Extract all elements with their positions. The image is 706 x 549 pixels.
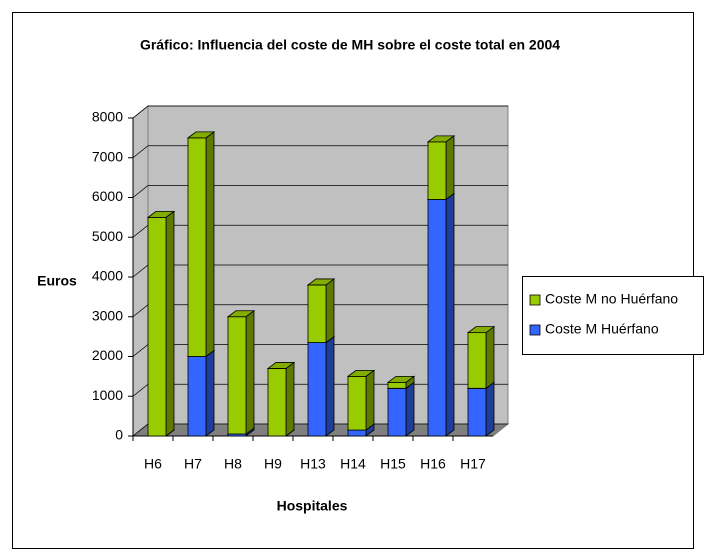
bar-side (205, 349, 215, 437)
bar-side (325, 278, 335, 344)
bar-top (266, 362, 296, 369)
bar-top (146, 210, 176, 218)
y-tick-label: 3000 (92, 307, 123, 323)
x-tick-label: H17 (460, 456, 486, 472)
x-tick-label: H15 (380, 456, 406, 472)
bar (387, 387, 407, 437)
bar (307, 342, 327, 437)
y-tick-label: 0 (115, 427, 123, 443)
y-tick-label: 4000 (92, 268, 123, 284)
y-axis-label: Euros (37, 273, 77, 289)
bar-top (186, 131, 216, 139)
bar (427, 141, 447, 200)
x-tick-label: H14 (340, 456, 366, 472)
y-tick-label: 5000 (92, 228, 123, 244)
y-tick-label: 8000 (92, 109, 123, 125)
bar (147, 216, 167, 437)
x-axis-label: Hospitales (277, 498, 348, 514)
bar (347, 375, 367, 431)
grid-line (132, 105, 508, 119)
legend-swatch (529, 294, 541, 306)
legend-label: Coste M Huérfano (545, 321, 659, 337)
y-tick-label: 6000 (92, 188, 123, 204)
bar (187, 356, 207, 437)
x-tick-label: H7 (184, 456, 202, 472)
bar-side (365, 369, 375, 431)
legend-swatch (529, 324, 541, 336)
bar (387, 381, 407, 389)
bar-side (445, 192, 455, 437)
chart-title: Gráfico: Influencia del coste de MH sobr… (140, 37, 560, 53)
bar (347, 429, 367, 437)
bar (307, 284, 327, 343)
bar-top (346, 369, 376, 377)
y-tick-label: 1000 (92, 387, 123, 403)
bar-top (226, 310, 256, 318)
bar-top (386, 375, 416, 383)
bar-top (466, 326, 496, 334)
y-tick-label: 2000 (92, 347, 123, 363)
bar-side (165, 210, 175, 437)
grid-line (132, 145, 508, 159)
bar (267, 368, 287, 437)
x-tick-label: H13 (300, 456, 326, 472)
y-tick-label: 7000 (92, 148, 123, 164)
legend-box (522, 276, 704, 355)
bar-side (325, 335, 335, 437)
x-tick-label: H16 (420, 456, 446, 472)
bar-top (426, 135, 456, 143)
bar (427, 199, 447, 437)
bar (467, 332, 487, 389)
x-tick-label: H8 (224, 456, 242, 472)
bar-side (485, 381, 495, 437)
bar-side (405, 381, 415, 437)
bar (187, 137, 207, 357)
bar-side (445, 135, 455, 201)
bar-top (306, 278, 336, 286)
bar-side (285, 361, 295, 437)
grid-line (132, 185, 508, 198)
bar (467, 387, 487, 437)
bar-side (485, 325, 495, 390)
bar-side (205, 131, 215, 358)
bar-side (245, 309, 255, 435)
x-tick-label: H6 (144, 456, 162, 472)
x-tick-label: H9 (264, 456, 282, 472)
bar (227, 316, 247, 435)
legend-label: Coste M no Huérfano (545, 291, 678, 307)
